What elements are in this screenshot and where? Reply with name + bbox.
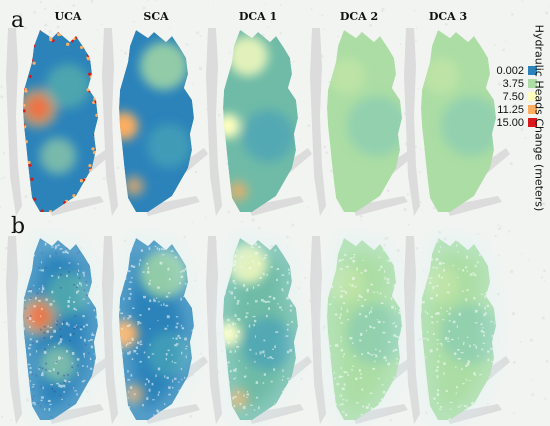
- map-panel-a-3: [206, 28, 312, 216]
- map-field: [119, 238, 194, 420]
- neighbour-land: [206, 28, 222, 216]
- legend-value: 11.25: [497, 103, 524, 116]
- map-panel-b-1: [6, 233, 112, 424]
- neighbour-land: [144, 404, 200, 424]
- neighbour-land: [6, 236, 22, 424]
- legend-swatch: [528, 66, 537, 75]
- neighbour-land: [352, 404, 408, 424]
- neighbour-land: [446, 196, 502, 216]
- legend-entry: 0.002: [478, 64, 537, 77]
- color-legend: 0.002 3.75 7.50 11.25 15.00: [478, 64, 537, 129]
- neighbour-land: [102, 236, 118, 424]
- map-field: [327, 30, 402, 212]
- panel-glow: [417, 233, 500, 423]
- legend-entry: 15.00: [478, 116, 537, 129]
- legend-value: 7.50: [502, 90, 524, 103]
- legend-swatch: [528, 92, 537, 101]
- map-panel-a-4: [310, 28, 416, 216]
- column-header-dca1: DCA 1: [238, 10, 278, 23]
- panel-glow: [219, 233, 302, 423]
- map-field: [119, 30, 194, 212]
- map-panel-b-3: [206, 233, 312, 424]
- neighbour-land: [446, 404, 502, 424]
- neighbour-land: [404, 236, 420, 424]
- neighbour-land: [48, 196, 104, 216]
- neighbour-land: [6, 28, 22, 216]
- legend-entry: 3.75: [478, 77, 537, 90]
- column-header-sca: SCA: [143, 10, 169, 23]
- panel-glow: [19, 233, 102, 423]
- map-panel-a-2: [102, 28, 208, 216]
- map-panel-b-4: [310, 233, 416, 424]
- legend-value: 0.002: [496, 64, 524, 77]
- panel-glow: [323, 233, 406, 423]
- neighbour-land: [206, 236, 222, 424]
- map-field: [327, 238, 402, 420]
- map-field: [23, 238, 98, 420]
- column-header-uca: UCA: [54, 10, 82, 23]
- legend-swatch: [528, 105, 537, 114]
- column-header-dca3: DCA 3: [428, 10, 468, 23]
- legend-entry: 11.25: [478, 103, 537, 116]
- map-panel-b-5: [404, 233, 510, 424]
- map-field: [223, 30, 298, 212]
- legend-title: Hydraulic Heads Change (meters): [532, 24, 546, 212]
- neighbour-land: [404, 28, 420, 216]
- column-header-dca2: DCA 2: [339, 10, 379, 23]
- map-panel-b-2: [102, 233, 208, 424]
- row-label-a: a: [11, 8, 25, 33]
- legend-entry: 7.50: [478, 90, 537, 103]
- neighbour-land: [248, 404, 304, 424]
- neighbour-land: [48, 404, 104, 424]
- neighbour-land: [352, 196, 408, 216]
- neighbour-land: [248, 196, 304, 216]
- neighbour-land: [144, 196, 200, 216]
- map-panel-a-5: [404, 28, 510, 216]
- legend-value: 15.00: [496, 116, 524, 129]
- panel-glow: [115, 233, 198, 423]
- neighbour-land: [310, 236, 326, 424]
- map-field: [421, 30, 496, 212]
- legend-swatch: [528, 118, 537, 127]
- map-panel-a-1: [6, 28, 112, 216]
- neighbour-land: [102, 28, 118, 216]
- map-field: [223, 238, 298, 420]
- map-field: [23, 30, 98, 212]
- row-label-b: b: [11, 214, 26, 239]
- legend-swatch: [528, 79, 537, 88]
- neighbour-land: [310, 28, 326, 216]
- legend-value: 3.75: [502, 77, 524, 90]
